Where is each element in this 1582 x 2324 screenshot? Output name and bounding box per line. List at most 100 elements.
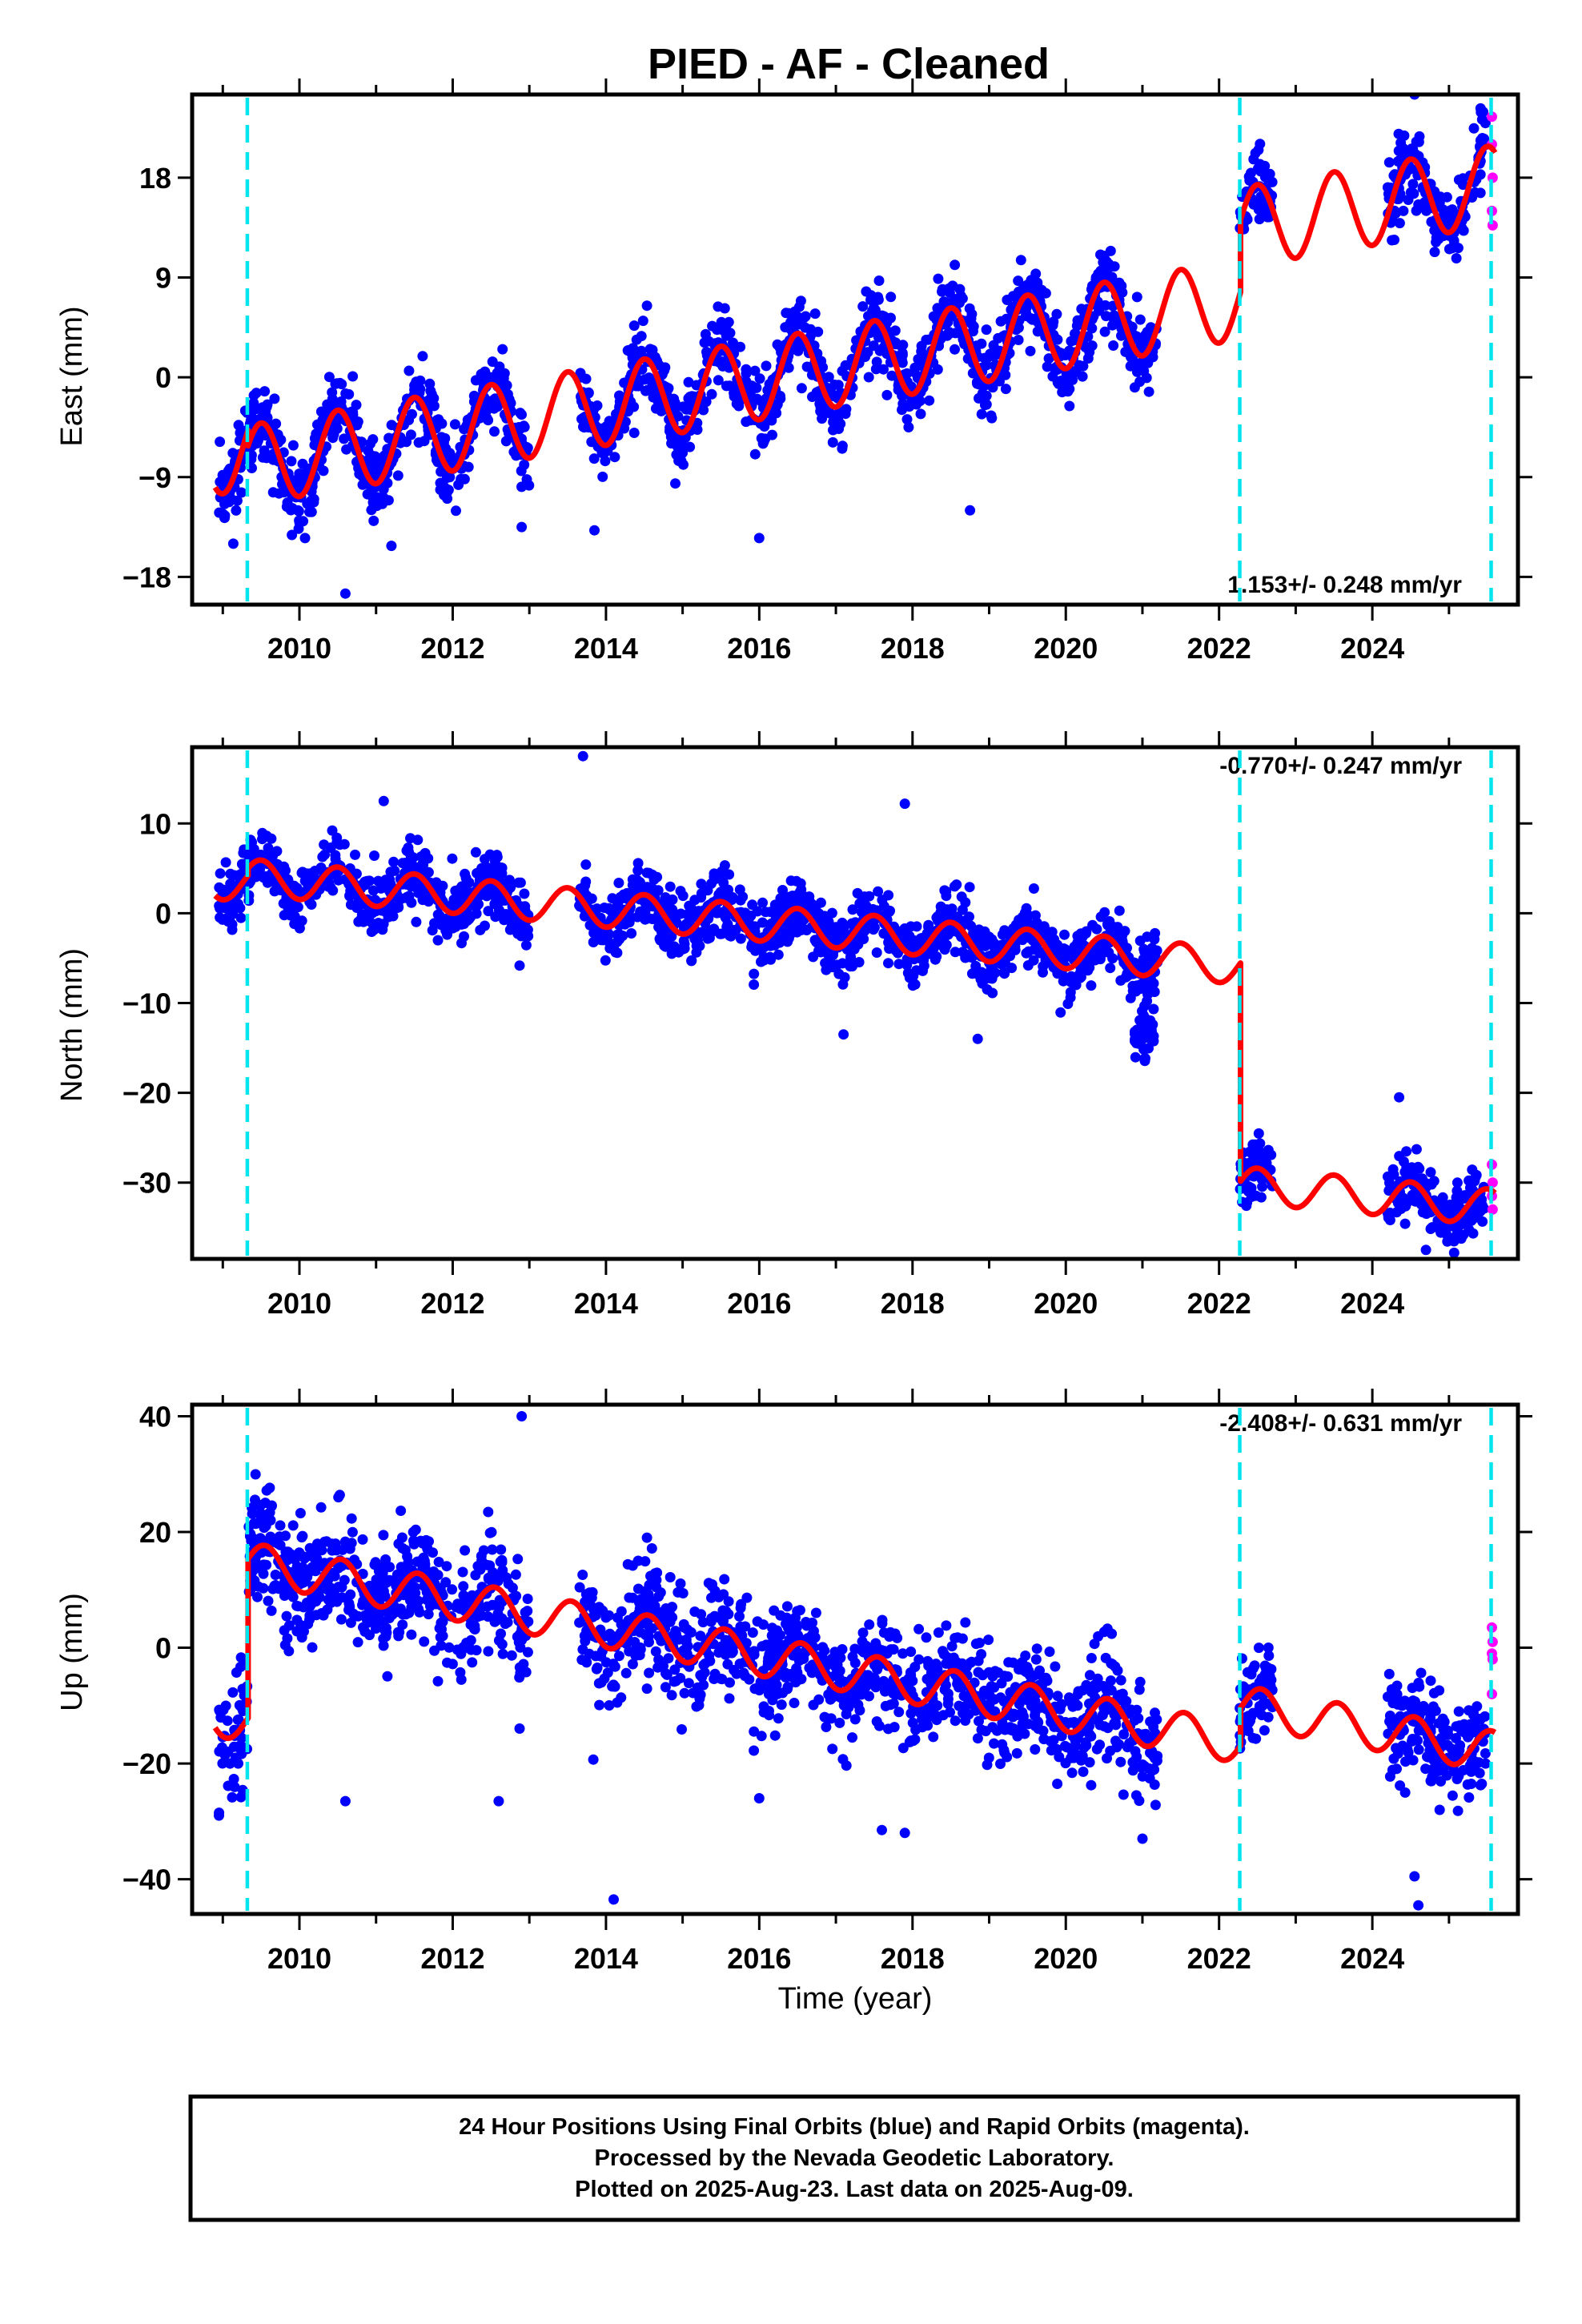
east-final-point — [622, 345, 633, 356]
east-final-point — [950, 344, 960, 355]
north-final-point — [1395, 1204, 1407, 1214]
east-final-point — [236, 487, 247, 498]
east-final-point — [897, 404, 907, 416]
east-x-tick-label: 2010 — [267, 632, 331, 665]
east-final-point — [979, 352, 990, 364]
east-y-tick-label: 9 — [155, 261, 171, 294]
north-final-point — [327, 885, 339, 896]
up-final-point — [775, 1610, 786, 1621]
east-final-point — [298, 516, 309, 527]
north-final-point — [1452, 1177, 1463, 1188]
east-final-point — [1106, 271, 1118, 283]
east-final-point — [1047, 320, 1058, 331]
up-final-point — [1252, 1706, 1263, 1717]
north-final-point — [596, 935, 607, 946]
north-final-point — [1470, 1172, 1481, 1183]
north-final-point — [489, 899, 500, 910]
east-final-point — [966, 319, 978, 330]
east-final-point — [1105, 245, 1116, 256]
north-final-point — [285, 902, 296, 912]
north-final-point — [1444, 1232, 1456, 1243]
up-final-point — [467, 1657, 478, 1668]
east-final-point — [521, 474, 532, 485]
north-final-point — [793, 918, 804, 929]
east-final-point — [231, 505, 242, 516]
east-final-point — [1389, 235, 1399, 245]
up-final-point — [287, 1520, 299, 1531]
east-outlier-point — [589, 525, 600, 536]
north-final-point — [388, 856, 400, 867]
north-final-point — [224, 915, 235, 926]
up-final-point — [1480, 1758, 1491, 1769]
east-final-point — [1008, 291, 1018, 302]
up-final-point — [1031, 1643, 1042, 1655]
north-final-point — [815, 947, 826, 958]
east-final-point — [801, 361, 813, 372]
north-final-point — [1006, 963, 1018, 974]
east-final-point — [251, 388, 262, 399]
north-final-point — [964, 882, 975, 893]
east-final-point — [954, 297, 966, 308]
up-final-point — [396, 1506, 407, 1516]
east-final-point — [981, 324, 992, 336]
up-final-point — [769, 1730, 781, 1741]
east-final-point — [293, 505, 304, 517]
up-final-point — [1030, 1744, 1041, 1755]
up-final-point — [1415, 1667, 1427, 1679]
east-final-point — [468, 390, 480, 401]
north-final-point — [1406, 1162, 1417, 1173]
north-cluster-point — [1130, 1051, 1141, 1063]
east-final-point — [597, 471, 608, 482]
east-final-point — [425, 396, 436, 407]
north-final-point — [1138, 943, 1150, 955]
up-final-point — [1253, 1642, 1264, 1654]
east-x-tick-label: 2020 — [1034, 632, 1098, 665]
north-cluster-point — [1130, 1028, 1140, 1039]
east-final-point — [215, 436, 226, 448]
east-final-point — [279, 487, 290, 498]
north-final-point — [514, 960, 525, 971]
north-final-point — [1477, 1216, 1488, 1227]
north-final-point — [1399, 1218, 1411, 1229]
east-final-point — [1036, 284, 1047, 296]
east-final-point — [809, 308, 821, 320]
east-final-point — [487, 395, 498, 406]
north-panel: North (mm) -0.770+/- 0.247 mm/yr 2010 201… — [55, 731, 1532, 1320]
east-final-point — [1131, 292, 1142, 303]
up-final-point — [1086, 1653, 1097, 1663]
east-outlier-point — [386, 541, 397, 552]
up-final-point — [834, 1717, 845, 1728]
north-final-point — [1425, 1167, 1436, 1178]
north-final-point — [258, 872, 269, 883]
north-final-point — [727, 892, 738, 903]
north-final-point — [883, 890, 894, 901]
north-final-point — [755, 943, 766, 954]
up-final-point — [781, 1601, 793, 1612]
up-final-point — [827, 1743, 838, 1755]
north-final-point — [580, 859, 592, 870]
up-panel: Up (mm) -2.408+/- 0.631 mm/yr Time (year… — [55, 1389, 1532, 2016]
up-final-point — [1259, 1725, 1270, 1736]
north-final-point — [962, 949, 973, 960]
east-final-point — [1032, 326, 1043, 337]
east-final-point — [828, 391, 839, 401]
north-final-point — [704, 932, 715, 943]
east-outlier-point — [339, 588, 351, 599]
east-final-point — [670, 478, 681, 489]
up-final-point — [921, 1632, 932, 1643]
up-final-point — [1052, 1779, 1063, 1789]
east-final-point — [1134, 376, 1146, 388]
up-final-point — [813, 1694, 825, 1705]
up-final-point — [522, 1594, 533, 1604]
east-final-point — [392, 470, 404, 481]
up-final-point — [789, 1698, 800, 1708]
up-final-point — [1118, 1789, 1129, 1800]
east-final-point — [827, 436, 838, 448]
east-final-point — [713, 375, 724, 386]
north-final-point — [1387, 1164, 1399, 1175]
east-final-point — [1392, 156, 1403, 167]
north-final-point — [520, 901, 531, 912]
north-y-tick-label: −20 — [122, 1077, 171, 1110]
north-final-point — [987, 987, 998, 999]
